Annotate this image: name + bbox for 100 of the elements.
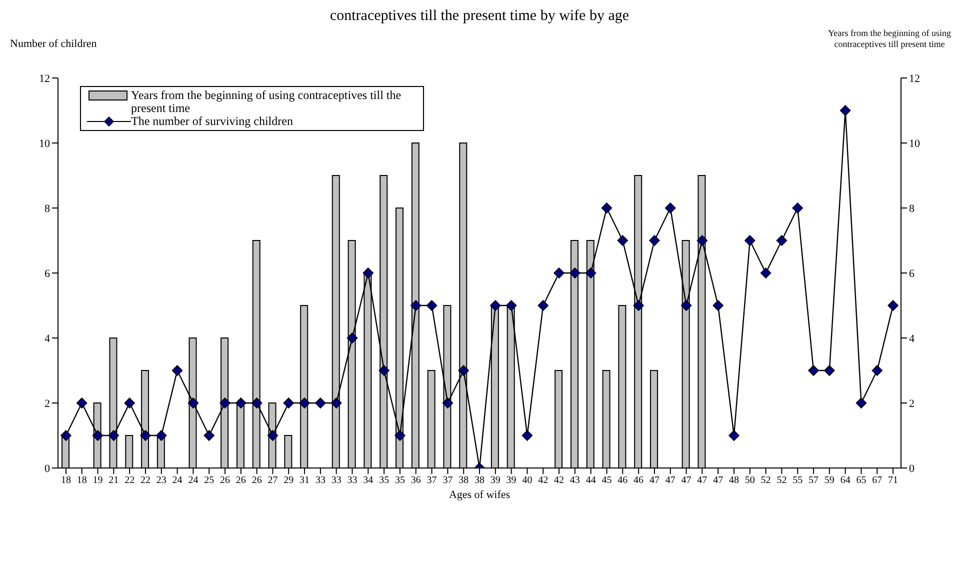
x-tick-label: 22	[124, 475, 135, 486]
x-tick-label: 55	[792, 475, 803, 486]
y2-tick-label: 12	[909, 72, 920, 85]
point	[888, 300, 898, 311]
x-tick-label: 52	[760, 475, 771, 486]
point	[633, 300, 644, 311]
x-tick-label: 24	[172, 475, 182, 486]
x-tick-label: 43	[570, 475, 580, 486]
x-tick-label: 67	[872, 475, 882, 486]
point	[346, 332, 358, 344]
x-tick-label: 25	[204, 475, 214, 486]
x-tick-label: 45	[602, 475, 612, 486]
y2-tick-label: 6	[909, 268, 915, 280]
point	[522, 430, 533, 441]
point	[330, 398, 342, 408]
x-tick-label: 44	[586, 475, 596, 486]
x-tick-label: 18	[60, 475, 71, 486]
x-tick-label: 59	[824, 475, 834, 486]
x-tick-label: 33	[347, 475, 358, 486]
x-tick-label: 26	[236, 475, 246, 486]
point	[696, 235, 708, 246]
y2-tick-label: 8	[909, 202, 915, 215]
point	[840, 105, 851, 116]
point	[283, 398, 294, 408]
y-tick-label: 8	[44, 202, 50, 215]
point	[236, 398, 246, 408]
point	[172, 365, 183, 376]
x-tick-label: 48	[728, 475, 739, 486]
point	[458, 365, 469, 376]
x-tick-label: 29	[284, 475, 294, 486]
point	[570, 268, 580, 278]
y-tick-label: 2	[44, 398, 50, 410]
point	[506, 300, 517, 311]
point	[124, 398, 135, 408]
y-tick-label: 6	[44, 268, 50, 280]
x-tick-label: 26	[252, 475, 262, 486]
point	[538, 300, 549, 311]
y2-tick-label: 10	[909, 138, 920, 150]
x-tick-label: 23	[156, 475, 166, 486]
x-tick-label: 46	[618, 475, 628, 486]
point	[394, 430, 406, 441]
x-tick-label: 52	[776, 475, 787, 486]
point	[585, 268, 596, 278]
point	[680, 300, 692, 311]
point	[808, 365, 819, 376]
x-tick-label: 37	[442, 475, 453, 486]
x-tick-label: 37	[426, 475, 437, 486]
point	[760, 268, 772, 278]
x-tick-label: 38	[458, 475, 469, 486]
y2-tick-label: 4	[909, 332, 915, 345]
y2-tick-label: 0	[909, 462, 915, 475]
point	[426, 300, 438, 311]
x-tick-label: 31	[300, 475, 310, 486]
point	[649, 235, 660, 246]
point	[490, 300, 501, 311]
point	[76, 398, 88, 408]
point	[204, 430, 215, 441]
x-tick-label: 35	[379, 475, 390, 486]
point	[856, 398, 867, 408]
x-tick-label: 47	[697, 475, 708, 486]
x-tick-label: 35	[394, 475, 405, 486]
y-tick-label: 10	[39, 138, 50, 150]
x-tick-label: 47	[665, 475, 676, 486]
point	[92, 430, 104, 441]
point	[60, 430, 72, 441]
x-tick-label: 39	[490, 475, 500, 486]
x-tick-label: 22	[140, 475, 150, 486]
point	[362, 268, 374, 278]
legend-label: Years from the beginning of using contraceptives till the present time	[131, 88, 402, 115]
point	[824, 365, 835, 376]
x-tick-label: 42	[538, 475, 548, 486]
point	[728, 430, 740, 441]
point	[251, 398, 262, 408]
point	[712, 300, 724, 311]
x-tick-label: 65	[856, 475, 866, 486]
x-tick-label: 24	[188, 475, 198, 486]
x-tick-label: 33	[331, 475, 342, 486]
x-tick-label: 42	[554, 475, 564, 486]
point	[410, 300, 422, 311]
x-tick-label: 36	[410, 475, 421, 486]
y2-tick-label: 2	[909, 398, 914, 410]
point	[140, 430, 151, 441]
x-tick-label: 50	[744, 475, 755, 486]
x-tick-label: 26	[220, 475, 230, 486]
y-tick-label: 0	[44, 462, 50, 475]
x-tick-label: 47	[713, 475, 724, 486]
point	[220, 398, 230, 408]
x-tick-label: 39	[506, 475, 516, 486]
x-tick-label: 47	[681, 475, 692, 486]
x-axis-title: Ages of wifes	[448, 489, 510, 501]
x-tick-label: 21	[108, 475, 119, 486]
x-tick-label: 71	[888, 475, 898, 486]
point	[299, 398, 310, 408]
point	[776, 235, 788, 246]
x-tick-label: 19	[92, 475, 103, 486]
point	[872, 365, 883, 376]
y-tick-label: 12	[39, 72, 50, 85]
point	[601, 202, 612, 214]
point	[267, 430, 278, 441]
x-tick-label: 46	[634, 475, 644, 486]
